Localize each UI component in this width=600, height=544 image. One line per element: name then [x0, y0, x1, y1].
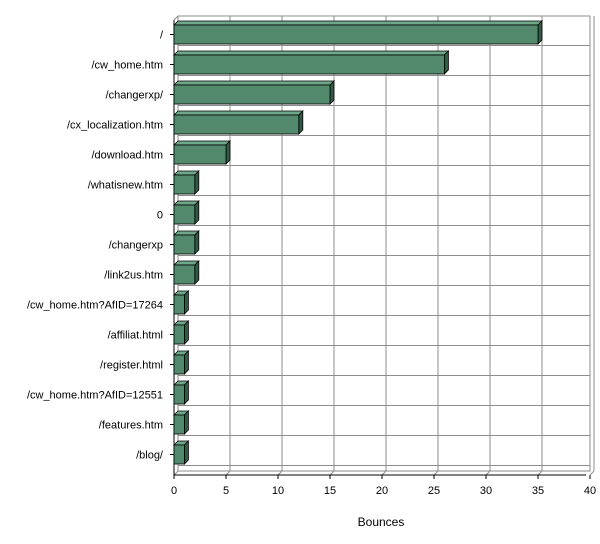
category-label: /register.html — [100, 360, 163, 372]
bar-side-face — [194, 170, 200, 195]
bar — [173, 380, 190, 405]
category-label: /cx_localization.htm — [67, 120, 163, 132]
bar-top-face — [173, 110, 304, 116]
category-label: /changerxp — [109, 240, 163, 252]
bar-side-face — [194, 260, 200, 285]
bar — [173, 260, 200, 285]
bar-front-face — [173, 384, 185, 405]
category-label: /cw_home.htm — [91, 60, 163, 72]
floor-line — [277, 470, 283, 476]
bar — [173, 350, 190, 375]
floor-line — [173, 470, 179, 476]
bar — [173, 290, 190, 315]
bar — [173, 20, 543, 45]
bar-front-face — [173, 204, 196, 225]
floor-line — [537, 470, 543, 476]
bar-top-face — [173, 80, 335, 86]
category-label: /link2us.htm — [104, 270, 163, 282]
bar-side-face — [194, 200, 200, 225]
bar-side-face — [298, 110, 304, 135]
bar-side-face — [329, 80, 335, 105]
bar-front-face — [173, 264, 196, 285]
x-tick-label: 0 — [171, 485, 177, 497]
bar-front-face — [173, 84, 331, 105]
category-label: / — [160, 30, 164, 42]
category-label: /whatisnew.htm — [88, 180, 163, 192]
bar-front-face — [173, 324, 185, 345]
bar-top-face — [173, 50, 450, 56]
category-labels: / /cw_home.htm/changerxp/ /cx_localization… — [27, 30, 164, 462]
category-label: /affiliat.html — [108, 330, 163, 342]
floor-line — [381, 470, 387, 476]
category-label: 0 — [157, 210, 163, 222]
bar — [173, 230, 200, 255]
bar-front-face — [173, 294, 185, 315]
category-label: /blog/ — [136, 450, 164, 462]
bar — [173, 140, 231, 165]
bar-side-face — [183, 380, 189, 405]
bar-side-face — [225, 140, 231, 165]
floor-line — [589, 470, 595, 476]
bar-top-face — [173, 20, 543, 26]
floor-line — [329, 470, 335, 476]
floor-line — [485, 470, 491, 476]
bar-front-face — [173, 144, 227, 165]
x-tick-label: 40 — [584, 485, 596, 497]
bar-side-face — [183, 350, 189, 375]
category-label: /features.htm — [99, 420, 163, 432]
x-tick-label: 10 — [272, 485, 284, 497]
bar — [173, 110, 304, 135]
bar-front-face — [173, 24, 539, 45]
category-label: /download.htm — [91, 150, 163, 162]
x-tick-label: 20 — [376, 485, 388, 497]
bar — [173, 200, 200, 225]
category-label: /changerxp/ — [106, 90, 164, 102]
category-label: /cw_home.htm?AfID=12551 — [27, 390, 163, 402]
x-tick-label: 30 — [480, 485, 492, 497]
x-tick-labels: 0 5 10 15 20 25 30 35 40 — [171, 485, 596, 497]
bar-front-face — [173, 114, 300, 135]
bar-front-face — [173, 54, 445, 75]
bar-side-face — [183, 320, 189, 345]
bar-front-face — [173, 234, 196, 255]
bar — [173, 410, 190, 435]
bar-front-face — [173, 174, 196, 195]
bar — [173, 170, 200, 195]
bar-side-face — [183, 440, 189, 465]
floor-line — [225, 470, 231, 476]
bar-top-face — [173, 140, 231, 146]
floor-line — [433, 470, 439, 476]
x-tick-label: 5 — [223, 485, 229, 497]
bar-side-face — [443, 50, 449, 75]
y-axis-depth — [173, 15, 179, 21]
bar-front-face — [173, 354, 185, 375]
bar — [173, 80, 335, 105]
x-tick-label: 35 — [532, 485, 544, 497]
x-axis-title: Bounces — [358, 515, 405, 529]
bar-side-face — [537, 20, 543, 45]
bar-front-face — [173, 414, 185, 435]
x-tick-label: 25 — [428, 485, 440, 497]
bar-front-face — [173, 444, 185, 465]
bar-side-face — [183, 290, 189, 315]
bar — [173, 440, 190, 465]
category-label: /cw_home.htm?AfID=17264 — [27, 300, 163, 312]
bar-side-face — [194, 230, 200, 255]
bar — [173, 50, 450, 75]
bar-side-face — [183, 410, 189, 435]
bar — [173, 320, 190, 345]
x-tick-label: 15 — [324, 485, 336, 497]
bars-layer — [173, 20, 543, 465]
